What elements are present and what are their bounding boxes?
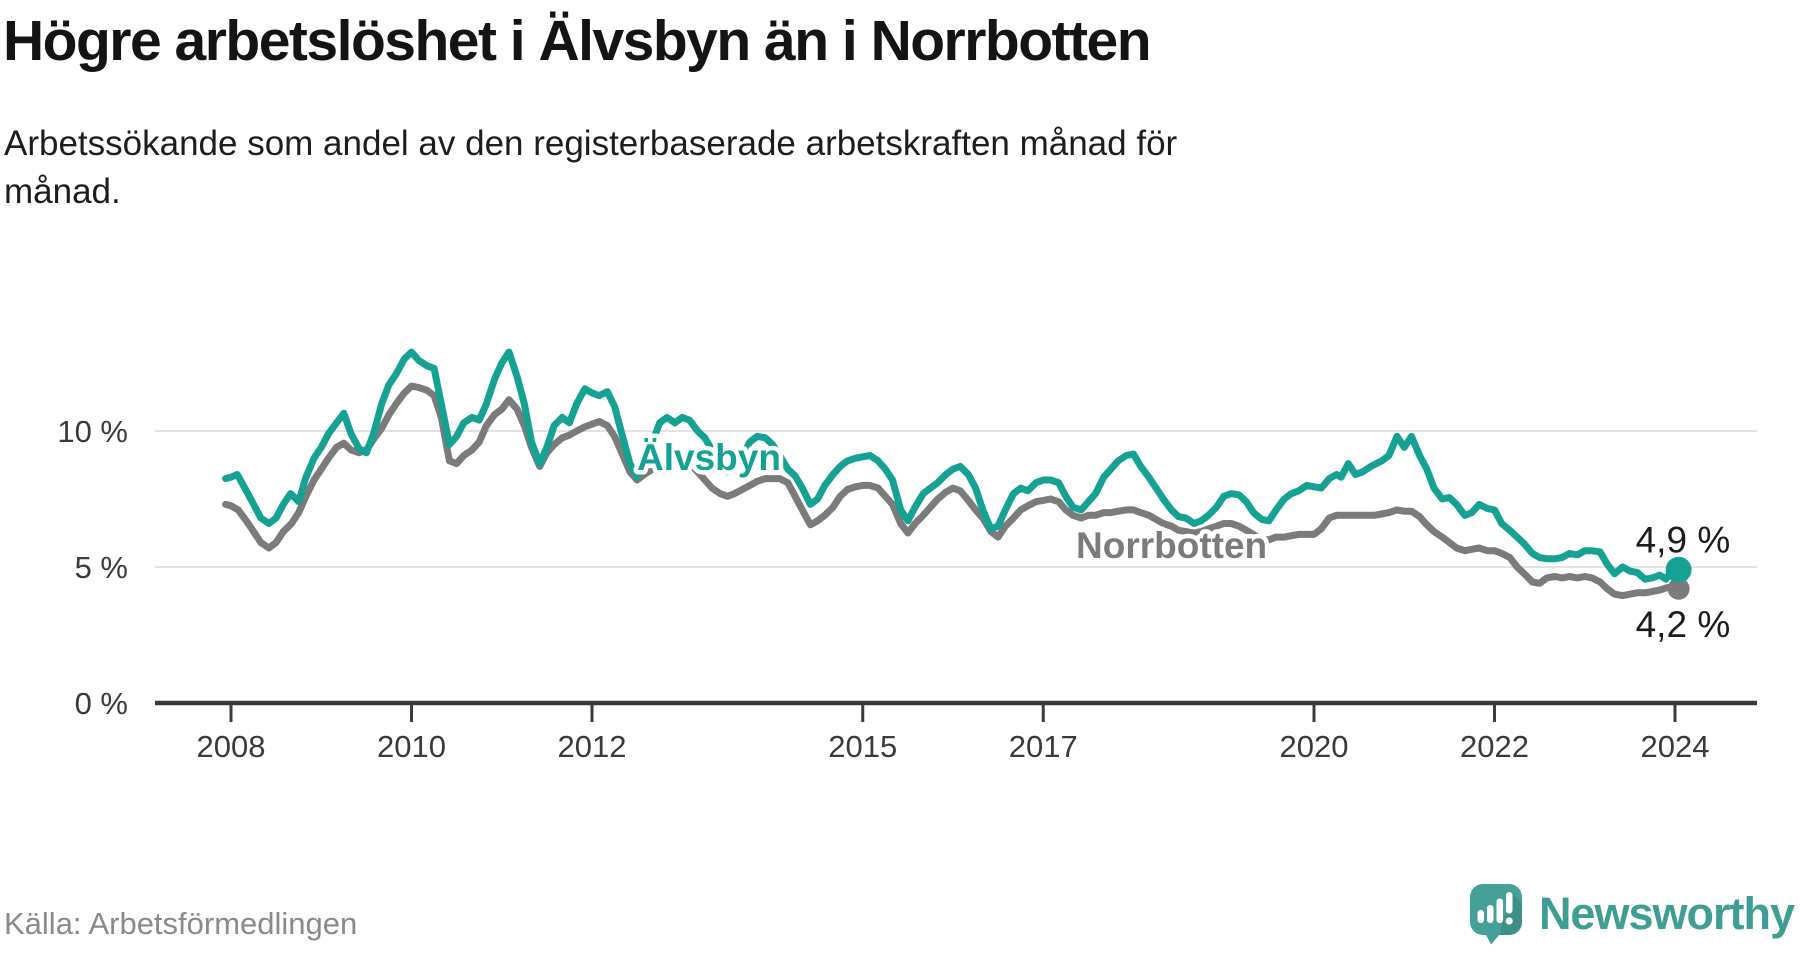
page-subtitle: Arbetssökande som andel av den registerb…: [4, 120, 1177, 216]
x-tick-label: 2008: [197, 729, 266, 764]
series-end-value-norrbotten: 4,2 %: [1636, 604, 1731, 645]
series-line-norrbotten: [222, 382, 1683, 600]
series-end-dot-norrbotten: [1667, 577, 1690, 600]
source-text: Källa: Arbetsförmedlingen: [4, 906, 358, 941]
x-tick-label: 2020: [1280, 729, 1349, 764]
series-end-value-älvsbyn: 4,9 %: [1636, 520, 1731, 561]
x-tick-label: 2012: [558, 729, 627, 764]
series-label-älvsbyn: Älvsbyn: [637, 437, 781, 478]
y-tick-label: 0 %: [75, 686, 128, 721]
x-tick-label: 2022: [1460, 729, 1529, 764]
series-line-älvsbyn: [222, 348, 1683, 583]
y-tick-label: 10 %: [57, 414, 128, 449]
newsworthy-logo-text: Newsworthy: [1538, 888, 1795, 939]
series-label-norrbotten: Norrbotten: [1076, 525, 1267, 566]
page-title: Högre arbetslöshet i Älvsbyn än i Norrbo…: [3, 9, 1152, 73]
x-tick-label: 2017: [1009, 729, 1078, 764]
series-end-dot-älvsbyn: [1665, 556, 1692, 583]
x-tick-label: 2024: [1641, 729, 1710, 764]
page-subtitle-line-1: Arbetssökande som andel av den registerb…: [4, 124, 1178, 163]
x-tick-label: 2015: [828, 729, 897, 764]
newsworthy-logo-icon: [1469, 884, 1522, 945]
x-tick-label: 2010: [377, 729, 446, 764]
y-tick-label: 5 %: [75, 550, 128, 585]
page-subtitle-line-2: månad.: [4, 172, 121, 211]
newsworthy-logo: Newsworthy: [1468, 882, 1795, 945]
